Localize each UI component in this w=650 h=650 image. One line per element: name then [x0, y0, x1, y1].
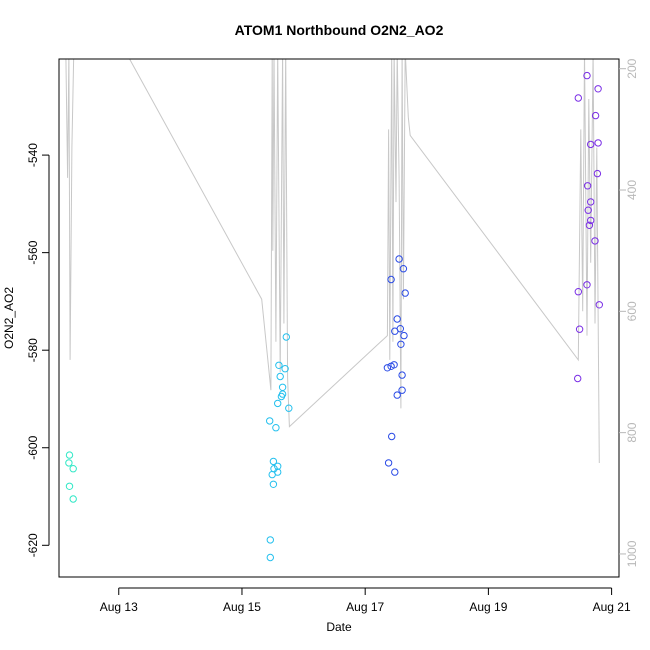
data-point: [274, 399, 282, 408]
background-line-layer: [65, 59, 600, 464]
data-point: [393, 391, 401, 399]
data-point: [272, 424, 280, 432]
x-tick-label: Aug 15: [223, 600, 261, 614]
data-point: [65, 459, 73, 467]
data-point: [388, 432, 396, 441]
chart-title: ATOM1 Northbound O2N2_AO2: [235, 22, 444, 38]
data-point: [574, 288, 582, 296]
x-axis-label: Date: [326, 620, 352, 634]
y-tick-label: -580: [26, 338, 40, 362]
right-y-tick-label: 400: [625, 180, 639, 200]
data-point: [587, 198, 595, 206]
data-point: [591, 111, 600, 120]
y-axis: -540 -560 -580 -600 -620: [26, 143, 50, 557]
data-point: [594, 139, 602, 147]
y-tick-label: -560: [26, 240, 40, 264]
data-point: [575, 325, 584, 333]
data-point: [399, 265, 408, 273]
data-point: [583, 182, 592, 190]
y-tick-label: -600: [26, 435, 40, 459]
right-y-tick-label: 200: [625, 58, 639, 78]
data-point: [400, 331, 408, 340]
data-point: [391, 327, 399, 335]
x-tick-label: Aug 13: [100, 600, 138, 614]
data-point: [281, 365, 289, 373]
right-y-tick-label: 600: [625, 301, 639, 321]
y-tick-label: -620: [26, 533, 40, 557]
background-series-line: [65, 59, 600, 464]
right-y-tick-label: 800: [625, 422, 639, 442]
plot-frame: [58, 58, 620, 578]
data-point: [584, 206, 592, 214]
data-point: [395, 255, 403, 263]
data-point: [276, 372, 284, 381]
points-layer: [65, 71, 603, 562]
data-point: [595, 301, 603, 309]
data-point: [398, 386, 406, 394]
data-point: [594, 85, 602, 93]
data-point: [587, 216, 595, 225]
data-point: [285, 404, 293, 412]
data-point: [69, 465, 77, 473]
data-point: [278, 383, 287, 391]
data-point: [574, 94, 582, 102]
data-point: [266, 553, 274, 562]
data-point: [383, 364, 392, 372]
data-point: [398, 371, 406, 379]
data-point: [268, 470, 276, 479]
x-axis: Aug 13 Aug 15 Aug 17 Aug 19 Aug 21: [100, 587, 631, 614]
right-y-tick-label: 1000: [625, 540, 639, 567]
data-point: [69, 495, 77, 503]
data-point: [591, 237, 599, 245]
y-tick-label: -540: [26, 143, 40, 167]
data-point: [391, 468, 399, 476]
data-point: [269, 457, 278, 466]
data-point: [387, 362, 395, 370]
data-point: [274, 462, 282, 470]
data-point: [384, 459, 393, 467]
data-point: [282, 333, 290, 341]
data-point: [583, 281, 591, 289]
data-point: [583, 71, 591, 80]
data-point: [277, 392, 286, 401]
data-point: [387, 275, 395, 284]
data-point: [574, 374, 582, 383]
data-point: [65, 451, 74, 459]
data-point: [593, 169, 602, 178]
data-point: [587, 140, 595, 149]
right-y-axis: 200 400 600 800 1000: [619, 58, 639, 567]
data-point: [266, 536, 274, 544]
y-axis-label: O2N2_AO2: [2, 287, 16, 349]
data-point: [585, 221, 594, 230]
x-tick-label: Aug 19: [469, 600, 507, 614]
data-point: [65, 482, 74, 490]
data-point: [275, 361, 283, 369]
data-point: [397, 340, 405, 348]
x-tick-label: Aug 21: [593, 600, 631, 614]
data-point: [266, 417, 274, 425]
data-point: [401, 289, 409, 297]
x-tick-label: Aug 17: [346, 600, 384, 614]
data-point: [393, 315, 401, 323]
data-point: [269, 480, 278, 488]
